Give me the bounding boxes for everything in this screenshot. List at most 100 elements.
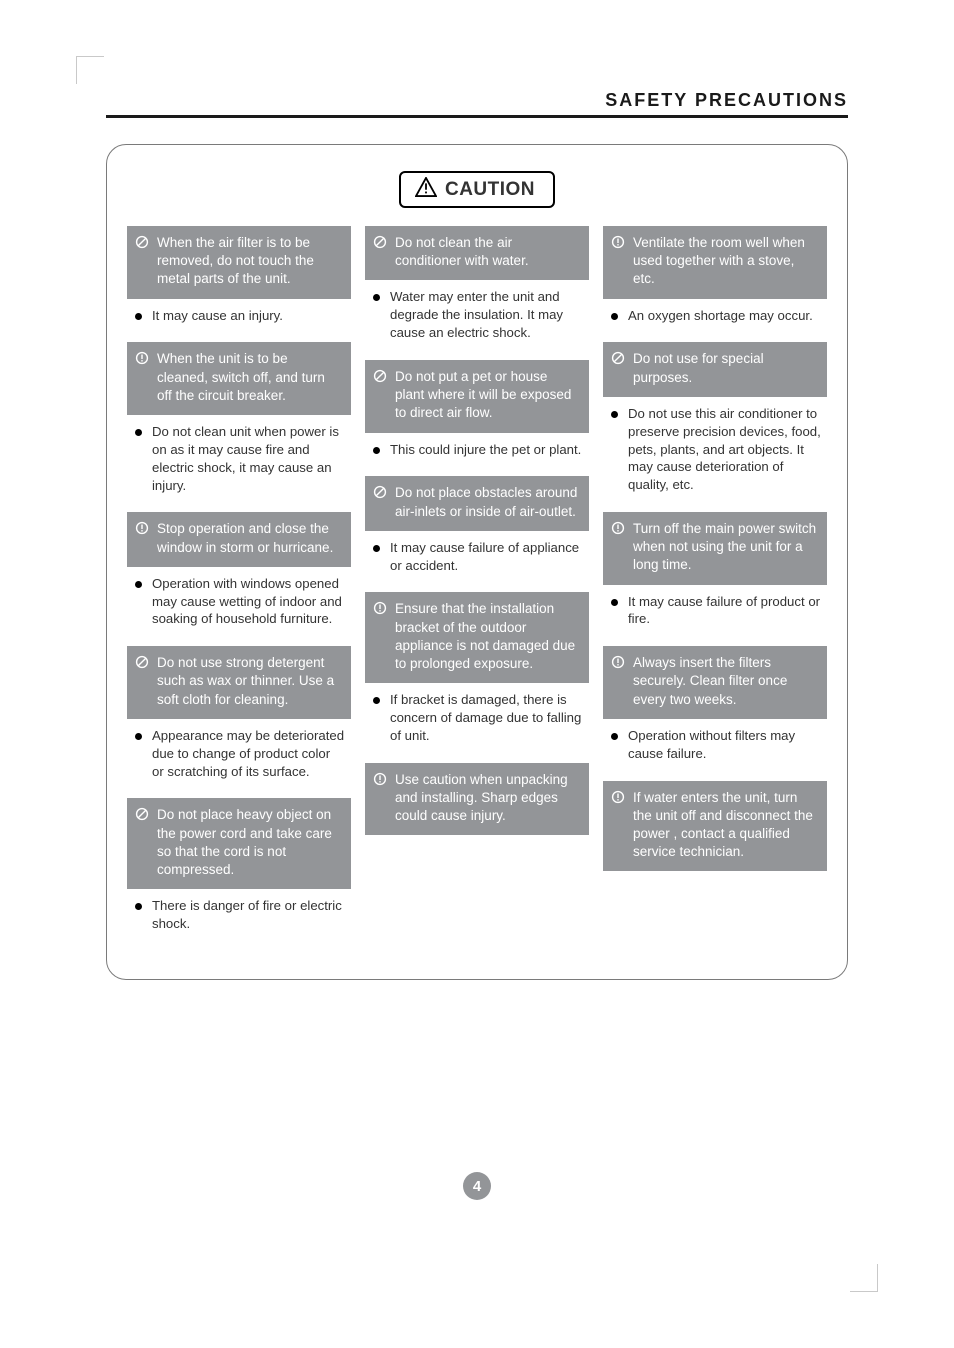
caution-title-box: If water enters the unit, turn the unit … <box>603 781 827 872</box>
caution-body-text: It may cause failure of product or fire. <box>628 593 821 629</box>
caution-title-text: Always insert the filters securely. Clea… <box>633 654 817 709</box>
caution-title-box: When the air filter is to be removed, do… <box>127 226 351 299</box>
crop-mark-top-left <box>76 56 104 84</box>
caution-title-box: Do not place heavy object on the power c… <box>127 798 351 889</box>
caution-title-box: Do not use strong detergent such as wax … <box>127 646 351 719</box>
caution-body-text: An oxygen shortage may occur. <box>628 307 813 325</box>
caution-title-text: When the unit is to be cleaned, switch o… <box>157 350 341 405</box>
bullet-icon <box>135 581 142 588</box>
bullet-icon <box>373 697 380 704</box>
caution-title-box: Stop operation and close the window in s… <box>127 512 351 566</box>
page-number: 4 <box>473 1178 481 1195</box>
column-1: When the air filter is to be removed, do… <box>127 226 351 951</box>
caution-block: Turn off the main power switch when not … <box>603 512 827 634</box>
warning-triangle-icon <box>415 177 437 202</box>
caution-body: It may cause failure of product or fire. <box>603 585 827 635</box>
caution-block: Do not put a pet or house plant where it… <box>365 360 589 464</box>
caution-body-text: This could injure the pet or plant. <box>390 441 581 459</box>
bullet-icon <box>611 313 618 320</box>
notice-icon <box>373 601 387 615</box>
caution-body: It may cause failure of appliance or acc… <box>365 531 589 581</box>
caution-body-text: Do not clean unit when power is on as it… <box>152 423 345 494</box>
caution-body-text: Appearance may be deteriorated due to ch… <box>152 727 345 780</box>
caution-title-text: Do not place heavy object on the power c… <box>157 806 341 879</box>
prohibit-icon <box>373 485 387 499</box>
caution-body: Appearance may be deteriorated due to ch… <box>127 719 351 786</box>
bullet-icon <box>135 429 142 436</box>
bullet-icon <box>373 294 380 301</box>
caution-box: CAUTION <box>399 171 555 208</box>
bullet-icon <box>611 411 618 418</box>
caution-body: This could injure the pet or plant. <box>365 433 589 465</box>
bullet-icon <box>135 313 142 320</box>
caution-body-text: Operation with windows opened may cause … <box>152 575 345 628</box>
caution-body: An oxygen shortage may occur. <box>603 299 827 331</box>
notice-icon <box>373 772 387 786</box>
caution-body: There is danger of fire or electric shoc… <box>127 889 351 939</box>
caution-block: When the unit is to be cleaned, switch o… <box>127 342 351 500</box>
caution-panel: CAUTION When the air filter is to be rem… <box>106 144 848 980</box>
caution-block: Do not use strong detergent such as wax … <box>127 646 351 786</box>
page: SAFETY PRECAUTIONS CAUTION When the air … <box>106 90 848 980</box>
caution-body: Do not clean unit when power is on as it… <box>127 415 351 500</box>
caution-body-text: There is danger of fire or electric shoc… <box>152 897 345 933</box>
caution-title-text: If water enters the unit, turn the unit … <box>633 789 817 862</box>
caution-block: If water enters the unit, turn the unit … <box>603 781 827 872</box>
caution-block: Do not use for special purposes. Do not u… <box>603 342 827 500</box>
bullet-icon <box>135 733 142 740</box>
caution-title-box: Ensure that the installation bracket of … <box>365 592 589 683</box>
header: SAFETY PRECAUTIONS <box>106 90 848 118</box>
caution-title-text: Ensure that the installation bracket of … <box>395 600 579 673</box>
bullet-icon <box>135 903 142 910</box>
caution-title-box: Ventilate the room well when used togeth… <box>603 226 827 299</box>
caution-title-box: Do not clean the air conditioner with wa… <box>365 226 589 280</box>
caution-body-text: If bracket is damaged, there is concern … <box>390 691 583 744</box>
caution-bar: CAUTION <box>127 171 827 208</box>
caution-block: Do not place heavy object on the power c… <box>127 798 351 939</box>
notice-icon <box>611 521 625 535</box>
caution-block: Stop operation and close the window in s… <box>127 512 351 634</box>
caution-title-text: Do not place obstacles around air-inlets… <box>395 484 579 520</box>
notice-icon <box>611 235 625 249</box>
caution-block: Always insert the filters securely. Clea… <box>603 646 827 768</box>
caution-title-text: Do not use for special purposes. <box>633 350 817 386</box>
caution-body: Do not use this air conditioner to prese… <box>603 397 827 500</box>
caution-block: Do not place obstacles around air-inlets… <box>365 476 589 580</box>
bullet-icon <box>611 599 618 606</box>
caution-title-text: Do not use strong detergent such as wax … <box>157 654 341 709</box>
notice-icon <box>611 655 625 669</box>
column-2: Do not clean the air conditioner with wa… <box>365 226 589 951</box>
caution-body: Water may enter the unit and degrade the… <box>365 280 589 347</box>
caution-title-box: Do not place obstacles around air-inlets… <box>365 476 589 530</box>
caution-body-text: It may cause an injury. <box>152 307 283 325</box>
caution-title-box: When the unit is to be cleaned, switch o… <box>127 342 351 415</box>
caution-block: Ensure that the installation bracket of … <box>365 592 589 750</box>
page-title: SAFETY PRECAUTIONS <box>605 90 848 110</box>
caution-block: Ventilate the room well when used togeth… <box>603 226 827 330</box>
column-3: Ventilate the room well when used togeth… <box>603 226 827 951</box>
crop-mark-bottom-right <box>850 1264 878 1292</box>
caution-block: When the air filter is to be removed, do… <box>127 226 351 330</box>
caution-body: Operation without filters may cause fail… <box>603 719 827 769</box>
caution-body: If bracket is damaged, there is concern … <box>365 683 589 750</box>
prohibit-icon <box>135 235 149 249</box>
caution-title-box: Use caution when unpacking and installin… <box>365 763 589 836</box>
caution-title-box: Do not put a pet or house plant where it… <box>365 360 589 433</box>
columns: When the air filter is to be removed, do… <box>127 226 827 951</box>
caution-title-box: Do not use for special purposes. <box>603 342 827 396</box>
caution-body-text: It may cause failure of appliance or acc… <box>390 539 583 575</box>
caution-title-box: Turn off the main power switch when not … <box>603 512 827 585</box>
bullet-icon <box>373 447 380 454</box>
caution-body-text: Do not use this air conditioner to prese… <box>628 405 821 494</box>
notice-icon <box>135 351 149 365</box>
page-number-badge: 4 <box>463 1172 491 1200</box>
caution-body: Operation with windows opened may cause … <box>127 567 351 634</box>
prohibit-icon <box>611 351 625 365</box>
bullet-icon <box>373 545 380 552</box>
prohibit-icon <box>135 807 149 821</box>
caution-title-box: Always insert the filters securely. Clea… <box>603 646 827 719</box>
caution-title-text: Do not put a pet or house plant where it… <box>395 368 579 423</box>
caution-body-text: Water may enter the unit and degrade the… <box>390 288 583 341</box>
notice-icon <box>611 790 625 804</box>
notice-icon <box>135 521 149 535</box>
